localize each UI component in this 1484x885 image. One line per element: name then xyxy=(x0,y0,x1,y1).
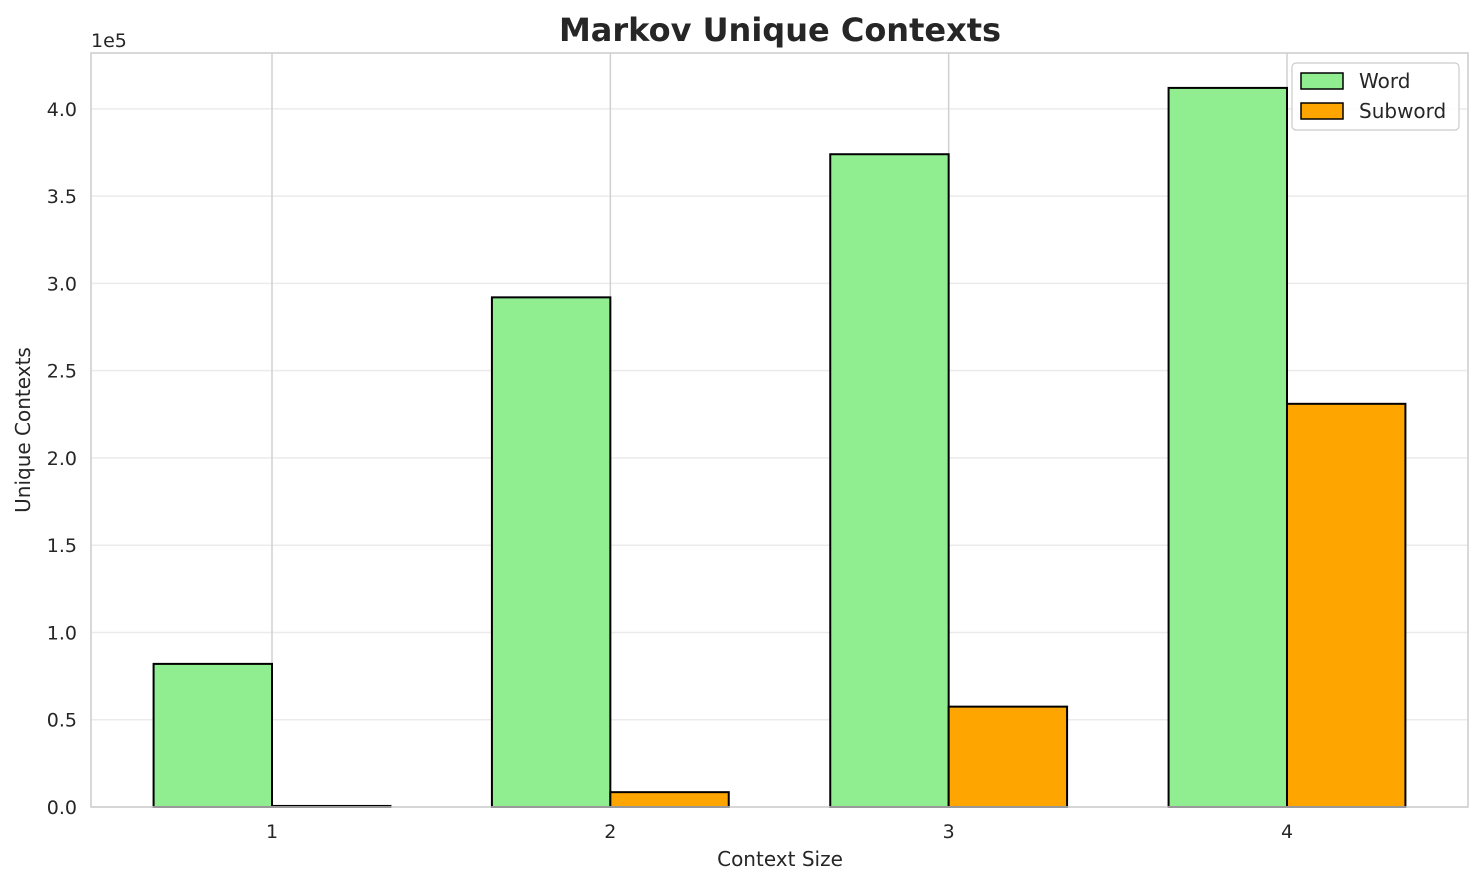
x-tick-label: 3 xyxy=(943,821,955,843)
bar-word-1 xyxy=(152,662,274,809)
y-axis-ticks: 0.0 0.5 1.0 1.5 2.0 2.5 3.0 3.5 4.0 xyxy=(47,99,77,819)
y-tick-label: 4.0 xyxy=(47,99,77,121)
x-axis-label: Context Size xyxy=(717,847,843,871)
legend: Word Subword xyxy=(1291,62,1460,131)
bars xyxy=(152,86,1407,809)
chart-title: Markov Unique Contexts xyxy=(559,11,1001,49)
bar-subword-3 xyxy=(947,705,1069,808)
y-tick-label: 2.5 xyxy=(47,361,77,383)
y-tick-label: 1.5 xyxy=(47,535,77,557)
y-tick-label: 2.0 xyxy=(47,448,77,470)
bar-word-2 xyxy=(490,296,612,808)
y-axis-offset-label: 1e5 xyxy=(91,30,127,52)
x-tick-label: 2 xyxy=(604,821,616,843)
y-tick-label: 3.5 xyxy=(47,186,77,208)
y-tick-label: 3.0 xyxy=(47,273,77,295)
x-axis-ticks: 1 2 3 4 xyxy=(266,821,1293,843)
axes-frame xyxy=(90,52,1469,808)
y-tick-label: 0.0 xyxy=(47,797,77,819)
bar-word-4 xyxy=(1167,86,1288,808)
bar-subword-4 xyxy=(1285,402,1407,808)
x-tick-label: 4 xyxy=(1281,821,1293,843)
legend-label-subword: Subword xyxy=(1359,99,1446,123)
legend-label-word: Word xyxy=(1359,69,1410,93)
bar-word-3 xyxy=(829,153,950,808)
y-tick-label: 0.5 xyxy=(47,710,77,732)
y-axis-label: Unique Contexts xyxy=(11,347,35,513)
y-tick-label: 1.0 xyxy=(47,622,77,644)
bar-subword-2 xyxy=(609,791,730,809)
legend-swatch-word xyxy=(1300,72,1344,90)
legend-swatch-subword xyxy=(1300,102,1344,120)
x-tick-label: 1 xyxy=(266,821,278,843)
